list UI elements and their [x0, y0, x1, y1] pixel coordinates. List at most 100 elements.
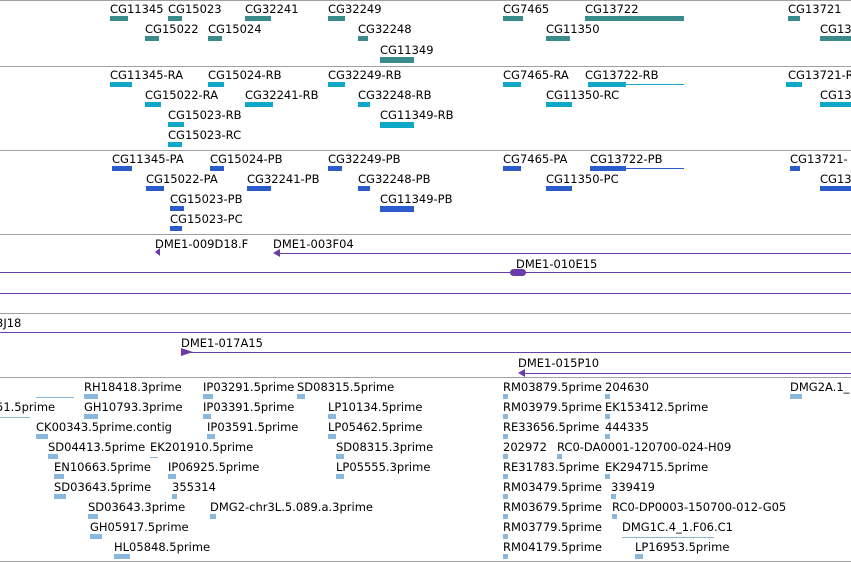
- est-feature[interactable]: [203, 414, 211, 419]
- protein-feature[interactable]: [380, 206, 414, 212]
- gene-feature[interactable]: [788, 16, 800, 21]
- est-label[interactable]: LP10134.5prime: [328, 400, 423, 414]
- gene-label[interactable]: CG32249: [328, 2, 382, 16]
- clone-label[interactable]: DME1-009D18.F: [155, 237, 249, 251]
- protein-feature[interactable]: [790, 166, 800, 171]
- transcript-label[interactable]: CG13721-R: [788, 68, 851, 82]
- est-feature[interactable]: [612, 514, 617, 519]
- est-feature[interactable]: [203, 394, 213, 399]
- gene-feature[interactable]: [145, 36, 159, 41]
- transcript-feature[interactable]: [503, 82, 521, 87]
- est-feature[interactable]: [114, 554, 130, 559]
- protein-label[interactable]: CG32241-PB: [247, 172, 320, 186]
- gene-feature[interactable]: [168, 16, 182, 21]
- est-feature[interactable]: [36, 434, 48, 439]
- est-label[interactable]: IP03591.5prime: [207, 420, 299, 434]
- est-feature[interactable]: [503, 434, 508, 439]
- est-feature[interactable]: [605, 474, 610, 479]
- est-feature[interactable]: [611, 494, 616, 499]
- protein-feature[interactable]: [328, 166, 342, 171]
- gene-label[interactable]: CG15023: [168, 2, 222, 16]
- est-label[interactable]: 202972: [503, 440, 547, 454]
- est-label[interactable]: DMG2A.1_: [790, 380, 850, 394]
- gene-feature[interactable]: [546, 36, 570, 41]
- est-label[interactable]: EK153412.5prime: [605, 400, 709, 414]
- gene-label[interactable]: CG13722: [585, 2, 639, 16]
- est-feature[interactable]: [297, 394, 305, 399]
- est-label[interactable]: SD08315.5prime: [297, 380, 395, 394]
- est-label[interactable]: RH18418.3prime: [84, 380, 182, 394]
- transcript-label[interactable]: CG15022-RA: [145, 88, 219, 102]
- est-label[interactable]: LP05555.3prime: [336, 460, 431, 474]
- est-feature[interactable]: [503, 514, 508, 519]
- gene-label[interactable]: CG15022: [145, 22, 199, 36]
- protein-label[interactable]: CG32248-PB: [358, 172, 431, 186]
- transcript-feature[interactable]: [145, 102, 161, 107]
- transcript-feature[interactable]: [588, 82, 626, 87]
- est-feature[interactable]: [605, 434, 610, 439]
- transcript-feature[interactable]: [168, 142, 182, 147]
- protein-feature[interactable]: [170, 226, 182, 231]
- est-label[interactable]: SD04413.5prime: [48, 440, 146, 454]
- transcript-label[interactable]: CG11350-RC: [546, 88, 620, 102]
- transcript-label[interactable]: CG15023-RB: [168, 108, 242, 122]
- transcript-label[interactable]: CG15024-RB: [208, 68, 282, 82]
- transcript-feature[interactable]: [786, 82, 802, 87]
- gene-feature[interactable]: [585, 16, 684, 21]
- gene-feature[interactable]: [110, 16, 128, 21]
- protein-feature[interactable]: [112, 166, 132, 171]
- est-feature[interactable]: [84, 394, 98, 399]
- est-feature[interactable]: [207, 434, 215, 439]
- est-label[interactable]: HL05848.5prime: [114, 540, 211, 554]
- est-feature[interactable]: [790, 394, 802, 399]
- protein-label[interactable]: CG32249-PB: [328, 152, 401, 166]
- est-feature[interactable]: [48, 454, 58, 459]
- clone-span[interactable]: [0, 332, 851, 333]
- clone-arrow[interactable]: [518, 369, 525, 377]
- est-label[interactable]: EK294715.5prime: [605, 460, 709, 474]
- clone-label[interactable]: DME1-010E15: [516, 257, 598, 271]
- transcript-label[interactable]: CG13722-RB: [585, 68, 659, 82]
- est-label[interactable]: DMG1C.4_1.F06.C1: [622, 520, 733, 534]
- est-label[interactable]: SD03643.5prime: [54, 480, 152, 494]
- gene-label[interactable]: CG13721: [788, 2, 842, 16]
- clone-span[interactable]: [280, 253, 851, 254]
- gene-label[interactable]: CG13: [820, 22, 851, 36]
- protein-feature[interactable]: [503, 166, 521, 171]
- est-label[interactable]: RM03479.5prime: [503, 480, 602, 494]
- clone-feature[interactable]: [510, 269, 526, 276]
- est-label[interactable]: RC0-DA0001-120700-024-H09: [557, 440, 732, 454]
- est-feature[interactable]: [635, 554, 643, 559]
- est-feature[interactable]: [328, 414, 336, 419]
- est-label[interactable]: 444335: [605, 420, 649, 434]
- protein-feature[interactable]: [247, 186, 271, 191]
- clone-label[interactable]: DME1-003F04: [273, 237, 354, 251]
- protein-feature[interactable]: [546, 186, 572, 191]
- protein-label[interactable]: CG11349-PB: [380, 192, 453, 206]
- est-label[interactable]: RM03679.5prime: [503, 500, 602, 514]
- est-label[interactable]: LP05462.5prime: [328, 420, 423, 434]
- est-label[interactable]: IP06925.5prime: [168, 460, 260, 474]
- clone-label[interactable]: DME1-015P10: [518, 356, 600, 370]
- est-label[interactable]: 51.5prime: [0, 400, 56, 414]
- est-label[interactable]: GH05917.5prime: [90, 520, 189, 534]
- est-label[interactable]: IP03291.5prime: [203, 380, 295, 394]
- est-feature[interactable]: [503, 534, 508, 539]
- est-feature[interactable]: [54, 474, 64, 479]
- transcript-label[interactable]: CG11345-RA: [110, 68, 184, 82]
- est-label[interactable]: EK201910.5prime: [150, 440, 254, 454]
- protein-label[interactable]: CG15023-PC: [170, 212, 243, 226]
- clone-span[interactable]: [0, 272, 851, 273]
- clone-span[interactable]: [524, 373, 851, 374]
- est-feature[interactable]: [54, 494, 66, 499]
- est-label[interactable]: GH10793.3prime: [84, 400, 183, 414]
- est-feature[interactable]: [88, 514, 98, 519]
- protein-label[interactable]: CG11345-PA: [112, 152, 184, 166]
- protein-feature[interactable]: [210, 166, 224, 171]
- est-feature[interactable]: [172, 494, 177, 499]
- est-feature[interactable]: [605, 394, 610, 399]
- est-label[interactable]: RE31783.5prime: [503, 460, 600, 474]
- protein-label[interactable]: CG13: [820, 172, 851, 186]
- est-label[interactable]: RM03779.5prime: [503, 520, 602, 534]
- protein-label[interactable]: CG13721-: [790, 152, 848, 166]
